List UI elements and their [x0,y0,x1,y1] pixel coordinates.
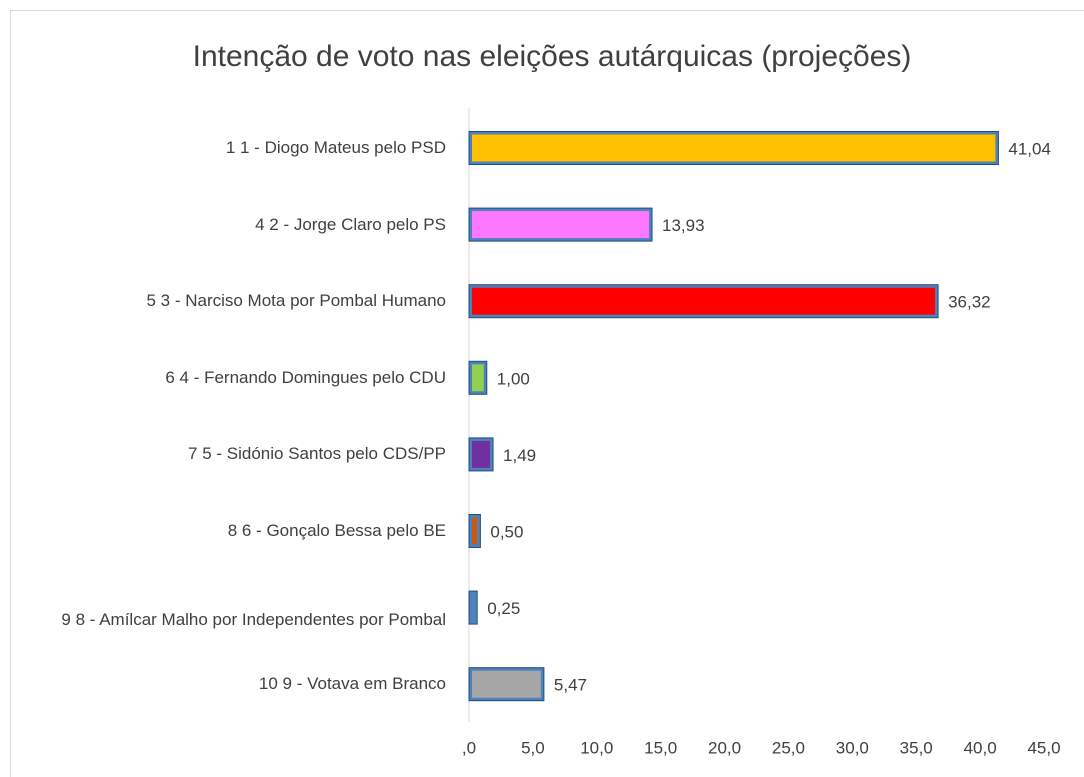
bar [469,437,494,471]
value-label: 1,00 [497,369,530,388]
y-tick-label: 8 6 - Gonçalo Bessa pelo BE [227,521,446,540]
x-tick-label: ,0 [462,738,476,757]
x-tick-label: 25,0 [772,738,805,757]
bar-outline [468,131,999,165]
y-tick-label: 9 8 - Amílcar Malho por Independentes po… [61,609,446,629]
y-tick-label: 7 5 - Sidónio Santos pelo CDS/PP [188,444,446,464]
chart-border [10,10,1084,777]
bar-outline [468,207,653,242]
bar [469,284,939,318]
x-tick-label: 20,0 [708,738,741,757]
bar-outline [468,514,481,548]
x-tick-label: 35,0 [900,738,933,757]
bar [469,514,481,548]
bar-outline [468,437,494,472]
bar [469,667,544,701]
bar-outline [468,667,545,702]
x-tick-label: 45,0 [1027,738,1060,757]
x-tick-label: 15,0 [644,738,677,757]
bar [469,131,999,165]
bar [469,361,487,395]
value-label: 13,93 [662,216,705,235]
value-label: 1,49 [503,446,536,465]
x-tick-label: 10,0 [580,738,613,757]
y-tick-label: 10 9 - Votava em Branco [258,674,446,694]
value-label: 0,50 [490,522,523,541]
y-tick-label: 6 4 - Fernando Domingues pelo CDU [165,367,446,387]
chart-title: Intenção de voto nas eleições autárquica… [193,40,912,73]
bar-outline [468,590,478,625]
value-label: 41,04 [1008,139,1051,158]
bar [469,591,478,625]
y-tick-label: 4 2 - Jorge Claro pelo PS [255,214,446,234]
x-tick-label: 40,0 [964,738,997,757]
y-tick-label: 1 1 - Diogo Mateus pelo PSD [225,138,446,157]
value-label: 5,47 [554,676,587,695]
y-tick-label: 5 3 - Narciso Mota por Pombal Humano [146,291,446,311]
bar-outline [468,284,939,319]
x-tick-label: 30,0 [836,738,869,757]
x-tick-label: 5,0 [521,738,545,757]
bar-outline [468,360,488,395]
bar [469,208,652,242]
value-label: 0,25 [487,599,520,618]
value-label: 36,32 [948,293,991,312]
